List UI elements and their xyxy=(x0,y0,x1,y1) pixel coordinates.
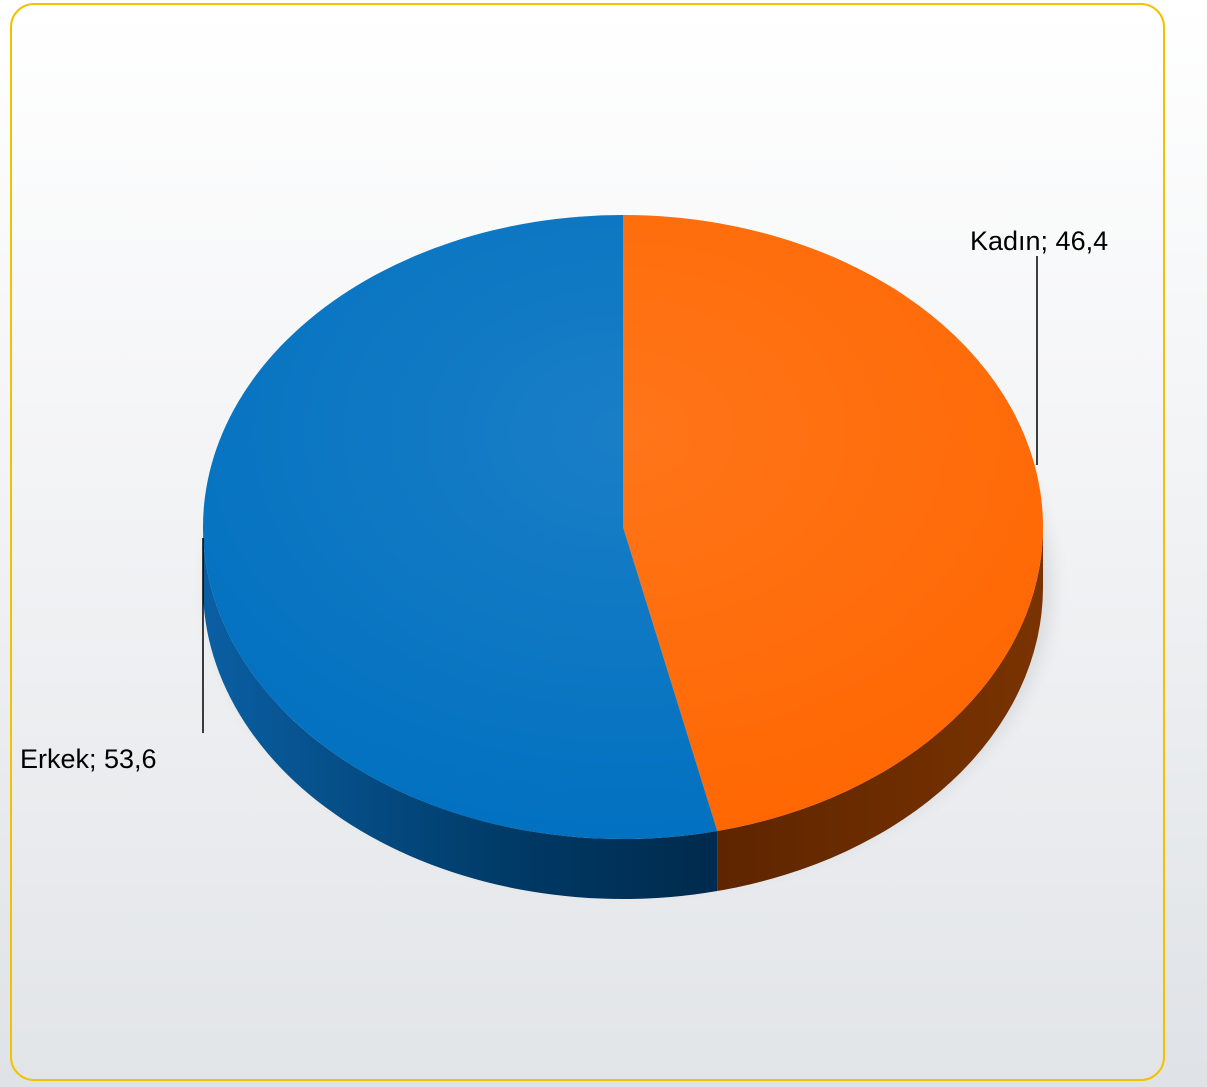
pie-slices xyxy=(203,215,1044,839)
data-label-erkek: Erkek; 53,6 xyxy=(20,744,157,774)
data-labels: Kadın; 46,4 Erkek; 53,6 xyxy=(20,226,1108,774)
data-label-kadin: Kadın; 46,4 xyxy=(970,226,1108,256)
